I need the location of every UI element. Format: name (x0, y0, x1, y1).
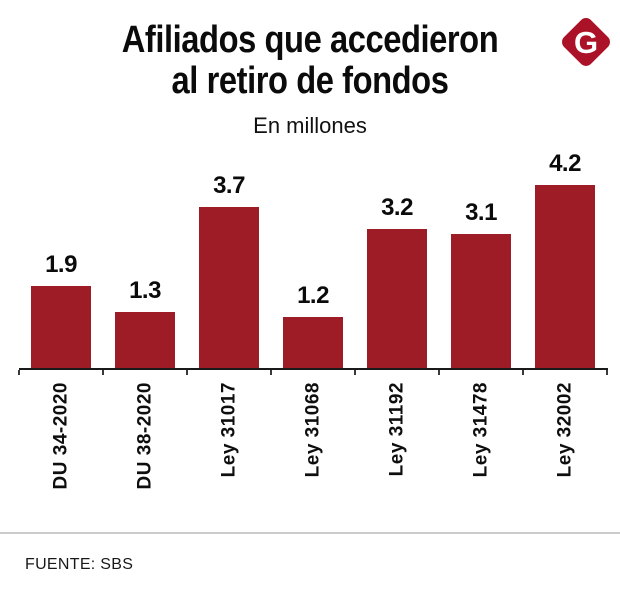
bar-column: 1.2 (271, 150, 355, 369)
x-axis-label: Ley 31068 (302, 382, 324, 478)
bar (115, 312, 175, 369)
bar-value-label: 3.7 (213, 172, 245, 199)
bar (283, 317, 343, 369)
axis-tick (270, 370, 272, 375)
axis-tick (186, 370, 188, 375)
axis-tick (438, 370, 440, 375)
x-axis-label: Ley 31192 (386, 382, 408, 477)
chart-header: Afiliados que accedieron al retiro de fo… (0, 20, 620, 139)
axis-tick (18, 370, 20, 375)
bar-value-label: 3.1 (465, 199, 497, 226)
bar-column: 3.7 (187, 150, 271, 369)
bar-value-label: 1.9 (45, 251, 77, 278)
bar (367, 229, 427, 369)
bar-value-label: 4.2 (549, 150, 581, 177)
axis-tick (606, 370, 608, 375)
axis-tick (354, 370, 356, 375)
source-text: FUENTE: SBS (25, 556, 134, 573)
chart-subtitle: En millones (253, 113, 367, 138)
x-axis-label: Ley 31478 (470, 382, 492, 478)
bar-column: 1.9 (19, 150, 103, 369)
bar-value-label: 1.2 (297, 282, 329, 309)
logo-letter-g: G (573, 25, 599, 60)
x-axis-label: DU 34-2020 (50, 382, 72, 490)
bar-column: 3.1 (439, 150, 523, 369)
bar (31, 286, 91, 369)
page-title: Afiliados que accedieron al retiro de fo… (43, 20, 576, 102)
bar-chart-plot-area: 1.9 1.3 3.7 1.2 3.2 3.1 4.2 (19, 150, 607, 369)
x-axis-label: DU 38-2020 (134, 382, 156, 490)
x-axis-label: Ley 32002 (554, 382, 576, 478)
bar (535, 185, 595, 369)
title-line-1: Afiliados que accedieron (121, 19, 499, 61)
bar-value-label: 1.3 (129, 277, 161, 304)
axis-tick (102, 370, 104, 375)
x-axis-labels: DU 34-2020 DU 38-2020 Ley 31017 Ley 31068 Le… (19, 382, 607, 512)
bar (451, 234, 511, 369)
bar-column: 3.2 (355, 150, 439, 369)
x-axis-line (19, 368, 608, 370)
footer-divider (0, 532, 620, 534)
gestion-logo: G (558, 14, 614, 70)
bar (199, 207, 259, 369)
bar-column: 4.2 (523, 150, 607, 369)
axis-tick (522, 370, 524, 375)
bar-value-label: 3.2 (381, 194, 413, 221)
title-line-2: al retiro de fondos (171, 60, 449, 102)
bar-column: 1.3 (103, 150, 187, 369)
x-axis-label: Ley 31017 (218, 382, 240, 478)
